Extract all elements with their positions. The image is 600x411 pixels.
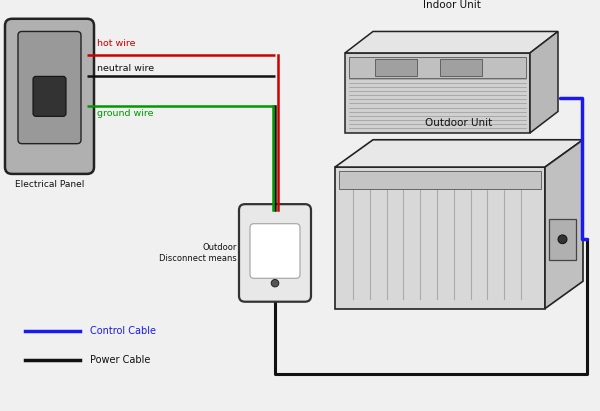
Text: Outdoor
Disconnect means: Outdoor Disconnect means <box>159 243 237 263</box>
Polygon shape <box>530 32 558 133</box>
Circle shape <box>558 235 567 244</box>
FancyBboxPatch shape <box>239 204 311 302</box>
Text: Indoor Unit: Indoor Unit <box>422 0 481 10</box>
Bar <box>375 59 417 76</box>
Text: Electrical Panel: Electrical Panel <box>15 180 84 189</box>
Polygon shape <box>339 171 541 189</box>
Bar <box>440 59 482 76</box>
Text: ground wire: ground wire <box>97 109 154 118</box>
FancyBboxPatch shape <box>18 32 81 144</box>
Text: Outdoor Unit: Outdoor Unit <box>425 118 493 128</box>
Polygon shape <box>335 140 583 167</box>
Polygon shape <box>349 57 526 79</box>
Text: neutral wire: neutral wire <box>97 65 154 74</box>
Text: hot wire: hot wire <box>97 39 136 48</box>
Bar <box>549 219 576 260</box>
FancyBboxPatch shape <box>250 224 300 278</box>
Polygon shape <box>335 167 545 309</box>
FancyBboxPatch shape <box>33 76 66 116</box>
FancyBboxPatch shape <box>5 19 94 174</box>
Text: Power Cable: Power Cable <box>90 355 151 365</box>
Circle shape <box>271 279 279 287</box>
Polygon shape <box>345 32 558 53</box>
Polygon shape <box>345 53 530 133</box>
Polygon shape <box>545 140 583 309</box>
Text: Control Cable: Control Cable <box>90 326 156 336</box>
